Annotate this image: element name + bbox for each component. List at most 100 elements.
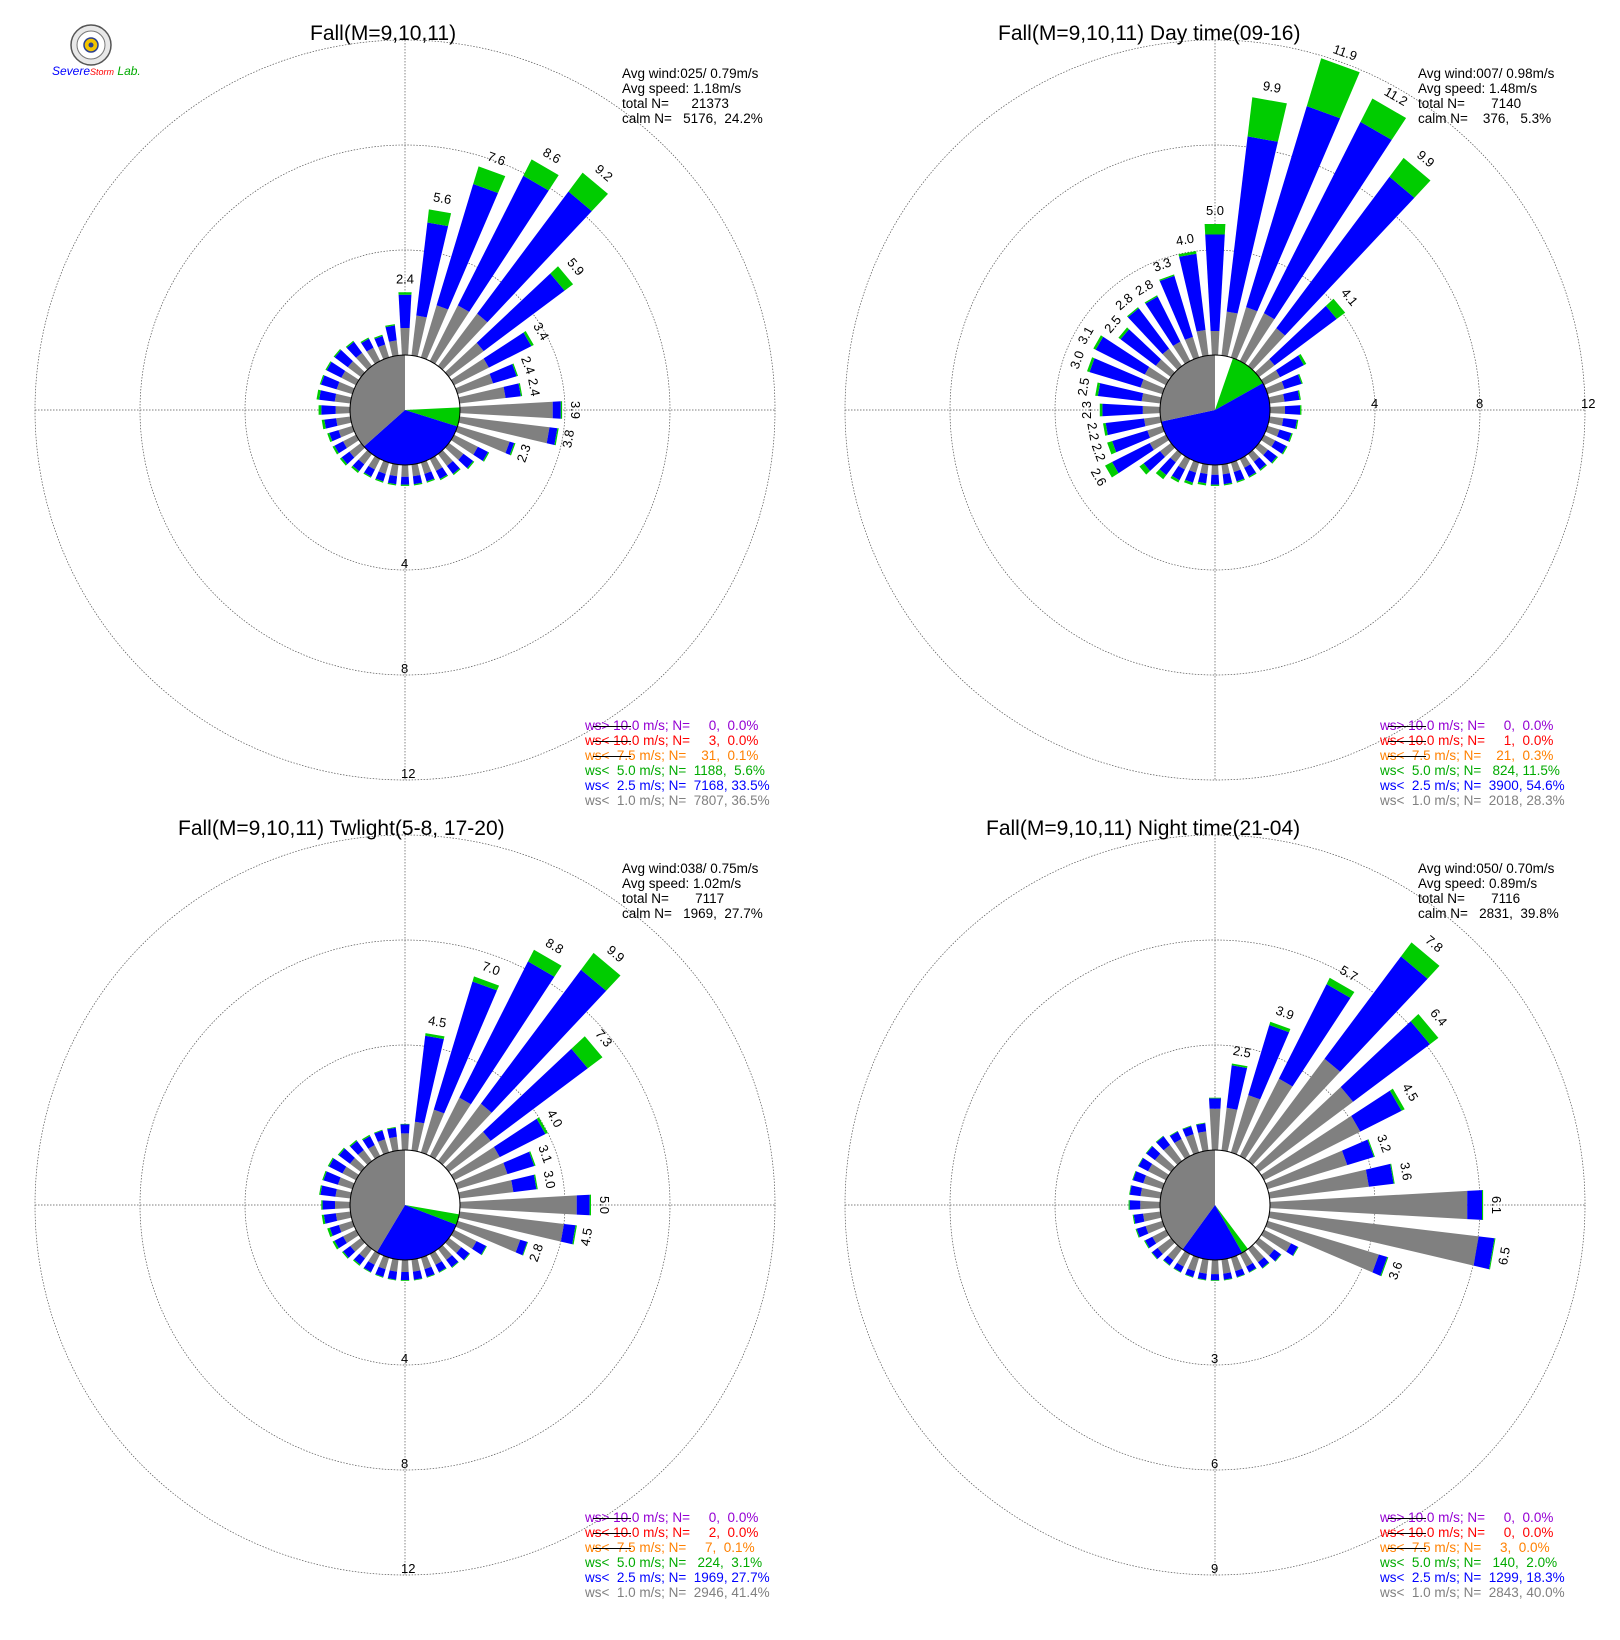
bar-segment-lt5: [1197, 481, 1207, 486]
bar-segment-lt1: [368, 456, 381, 470]
bar-segment-lt5: [581, 952, 621, 991]
bar-segment-lt5: [1107, 441, 1117, 455]
bar-segment-lt5: [1281, 446, 1288, 455]
bar-segment-lt2_5: [387, 1270, 398, 1280]
bar-segment-lt5: [1178, 251, 1197, 257]
bar-segment-lt1: [429, 1097, 471, 1159]
bar-segment-lt1: [401, 1259, 409, 1272]
bar-segment-lt2_5: [1285, 405, 1301, 415]
speed-legend: ws> 10.0 m/s; N= 0, 0.0% ws< 10.0 m/s; N…: [1380, 718, 1565, 808]
bar-segment-lt1: [1145, 1220, 1165, 1234]
bar-segment-lt5: [560, 401, 563, 419]
bar-segment-lt1: [1221, 311, 1238, 357]
bar-segment-lt2_5: [1278, 984, 1351, 1087]
bar-segment-lt1: [401, 1133, 409, 1151]
calm-pie-calm: [1215, 1150, 1270, 1249]
university-seal-icon: [70, 24, 112, 66]
bar-segment-lt1: [1185, 1134, 1200, 1155]
bar-segment-lt5: [1389, 1088, 1405, 1111]
bar-segment-lt2_5: [363, 1261, 375, 1273]
legend-lt7_5: ws< 7.5 m/s; N= 21, 0.3%: [1380, 748, 1554, 763]
bar-value-label: 4.0: [1175, 231, 1195, 249]
bar-segment-lt2_5: [1120, 329, 1162, 366]
bar-segment-lt5: [387, 1278, 397, 1281]
bar-segment-lt5: [1184, 479, 1193, 486]
bar-segment-lt5: [319, 374, 325, 385]
bar-segment-lt5: [1105, 462, 1119, 478]
bar-segment-lt5: [318, 405, 322, 415]
bar-segment-lt2_5: [387, 1127, 397, 1139]
bar-segment-lt1: [411, 1258, 421, 1272]
bar-segment-lt1: [1147, 425, 1165, 438]
legend-lt1: ws< 1.0 m/s; N= 7807, 36.5%: [585, 793, 770, 808]
bar-segment-lt2_5: [334, 1236, 347, 1249]
bar-segment-lt1: [1230, 1095, 1261, 1155]
bar-segment-lt1: [335, 406, 351, 414]
bar-segment-lt1: [341, 370, 359, 386]
legend-lt5: ws< 5.0 m/s; N= 224, 3.1%: [585, 1555, 763, 1570]
bar-segment-lt1: [437, 313, 488, 370]
bar-segment-lt2_5: [353, 1253, 365, 1265]
wind-rose-panel-night: 3 6 9 2.5 3.9 5.7 7.8 6.4 4.5 3.2 3.6 6.1 6.5 3.6 Fal…: [810, 817, 1620, 1640]
bar-segment-lt1: [1255, 359, 1275, 378]
bar-value-label: 3.3: [1151, 255, 1173, 275]
bar-segment-lt1: [359, 1245, 373, 1259]
bar-segment-lt5: [1325, 298, 1346, 319]
speed-legend: ws> 10.0 m/s; N= 0, 0.0% ws< 10.0 m/s; N…: [1380, 1510, 1565, 1600]
bar-value-label: 7.6: [485, 148, 507, 168]
bar-segment-lt5: [1144, 1240, 1150, 1249]
bar-segment-lt1: [455, 425, 510, 454]
bar-segment-lt2_5: [1365, 1163, 1394, 1187]
bar-segment-lt5: [1196, 1122, 1206, 1125]
bar-segment-lt1: [1144, 416, 1162, 427]
bar-value-label: 2.5: [1232, 1043, 1252, 1061]
bar-segment-lt1: [1268, 1169, 1369, 1199]
bar-segment-lt2_5: [1136, 1226, 1149, 1238]
bar-segment-lt1: [1177, 1251, 1191, 1267]
bar-value-label: 5.7: [1337, 962, 1360, 984]
calm-pie-lt1: [350, 1150, 405, 1253]
bar-segment-lt2_5: [505, 441, 515, 455]
bar-segment-lt1: [400, 328, 410, 356]
bar-value-label: 7.8: [1422, 932, 1445, 955]
bar-segment-lt5: [439, 474, 449, 481]
bar-segment-lt5: [1288, 433, 1293, 442]
bar-segment-lt5: [1087, 357, 1095, 373]
legend-gt10: ws> 10.0 m/s; N= 0, 0.0%: [585, 718, 759, 733]
bar-value-label: 2.2: [1084, 421, 1102, 441]
bar-value-label: 5.0: [597, 1196, 612, 1214]
bar-segment-lt5: [327, 1157, 334, 1167]
bar-segment-lt2_5: [1246, 1262, 1257, 1273]
avg-speed: Avg speed: 1.02m/s: [622, 876, 742, 891]
bar-segment-lt2_5: [424, 471, 435, 482]
legend-lt5: ws< 5.0 m/s; N= 824, 11.5%: [1380, 763, 1560, 778]
legend-lt10: ws< 10.0 m/s; N= 1, 0.0%: [1380, 733, 1554, 748]
bar-segment-lt5: [360, 337, 369, 344]
calm-pie-outline: [349, 354, 461, 466]
bar-segment-lt5: [512, 363, 518, 377]
panel-title: Fall(M=9,10,11): [310, 22, 457, 45]
bar-segment-lt1: [358, 1150, 373, 1165]
calm-pie-calm: [405, 355, 460, 410]
bar-segment-lt2_5: [459, 961, 555, 1105]
bar-segment-lt1: [1255, 1087, 1354, 1173]
bar-segment-lt2_5: [1467, 1190, 1482, 1220]
bar-segment-lt5: [1103, 423, 1108, 436]
bar-segment-lt1: [1167, 1245, 1183, 1261]
bar-segment-lt2_5: [1097, 383, 1144, 402]
bar-segment-lt2_5: [414, 1035, 444, 1124]
ring-label: 3: [1211, 1351, 1218, 1366]
bar-value-label: 3.9: [568, 401, 583, 419]
bar-value-label: 3.6: [1397, 1161, 1415, 1181]
bar-segment-lt2_5: [1185, 470, 1197, 483]
speed-legend: ws> 10.0 m/s; N= 0, 0.0% ws< 10.0 m/s; N…: [585, 1510, 770, 1600]
bar-segment-lt5: [1367, 1139, 1375, 1157]
bar-segment-lt5: [1223, 482, 1233, 486]
bar-segment-lt2_5: [326, 361, 346, 378]
bar-value-label: 11.2: [1382, 84, 1411, 109]
bar-segment-lt2_5: [1182, 1126, 1194, 1137]
bar-segment-lt2_5: [1159, 457, 1176, 476]
speed-legend: ws> 10.0 m/s; N= 0, 0.0% ws< 10.0 m/s; N…: [585, 718, 770, 808]
bar-segment-lt1: [1162, 348, 1183, 370]
bar-segment-lt5: [438, 1267, 447, 1273]
